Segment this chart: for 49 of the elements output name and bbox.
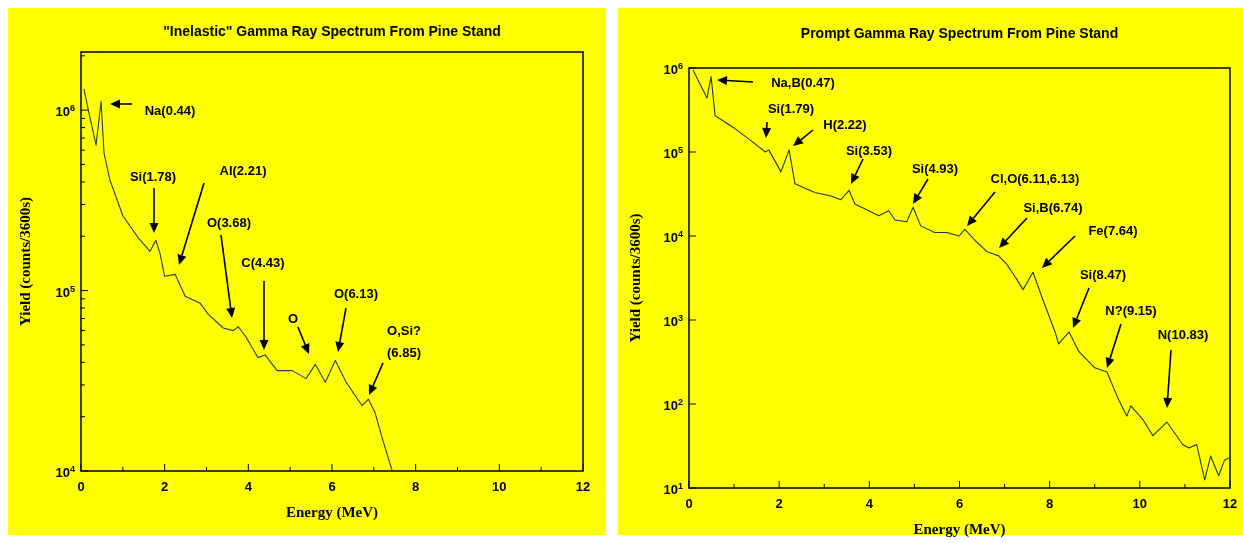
x-tick-label: 6 [328, 479, 336, 494]
annotation: Si(3.53) [845, 143, 893, 158]
y-tick-label: 10$^{5}$ [55, 283, 75, 300]
x-tick-label: 0 [685, 496, 693, 511]
x-tick-label: 0 [77, 479, 85, 494]
y-tick-label: 10$^{6}$ [55, 103, 75, 120]
y-tick-label: 10$^{4}$ [55, 464, 76, 480]
x-tick-label: 12 [1222, 496, 1238, 511]
y-tick-label: 10$^{1}$ [663, 481, 683, 497]
annotation: Cl,O(6.11,6.13) [990, 171, 1080, 186]
chart-title: Prompt Gamma Ray Spectrum From Pine Stand [800, 25, 1119, 41]
annotation: O [287, 311, 299, 326]
annotation: Si(4.93) [911, 161, 959, 176]
annotation: Fe(7.64) [1088, 223, 1138, 238]
x-tick-label: 8 [1046, 496, 1054, 511]
annotation: N(10.83) [1157, 327, 1209, 342]
y-tick-label: 10$^{5}$ [663, 145, 683, 161]
y-axis-title: Yield (counts/3600s) [17, 196, 34, 327]
y-tick-label: 10$^{6}$ [663, 61, 683, 77]
y-tick-label: 10$^{2}$ [663, 397, 683, 413]
annotation: N?(9.15) [1105, 303, 1157, 318]
annotation: O(6.13) [333, 286, 379, 301]
x-axis-title: Energy (MeV) [913, 521, 1006, 538]
x-tick-label: 10 [492, 479, 507, 494]
y-tick-label: 10$^{4}$ [663, 229, 684, 245]
x-tick-label: 12 [575, 479, 591, 494]
x-tick-label: 2 [161, 479, 169, 494]
x-tick-label: 4 [244, 479, 253, 494]
x-tick-label: 10 [1132, 496, 1148, 511]
annotation: Si,B(6.74) [1023, 200, 1083, 215]
chart-title: "Inelastic" Gamma Ray Spectrum From Pine Stand [163, 23, 501, 39]
annotation: Na,B(0.47) [771, 75, 835, 90]
x-tick-label: 4 [865, 496, 874, 511]
x-tick-label: 2 [775, 496, 783, 511]
x-axis-title: Energy (MeV) [285, 504, 379, 521]
annotation: O(3.68) [206, 215, 252, 230]
annotation: Al(2.21) [219, 163, 267, 178]
x-tick-label: 6 [955, 496, 964, 511]
annotation: Si(8.47) [1079, 267, 1127, 282]
annotation: Si(1.79) [767, 101, 815, 116]
x-tick-label: 8 [412, 479, 420, 494]
annotation: Si(1.78) [129, 169, 177, 184]
y-tick-label: 10$^{3}$ [663, 313, 683, 329]
annotation: H(2.22) [823, 117, 867, 132]
y-axis-title: Yield (counts/3600s) [627, 213, 644, 343]
annotation: O,Si? (6.85) [387, 323, 422, 360]
annotation: Na(0.44) [144, 103, 196, 118]
line-series [692, 69, 1231, 481]
annotation: C(4.43) [241, 255, 285, 270]
